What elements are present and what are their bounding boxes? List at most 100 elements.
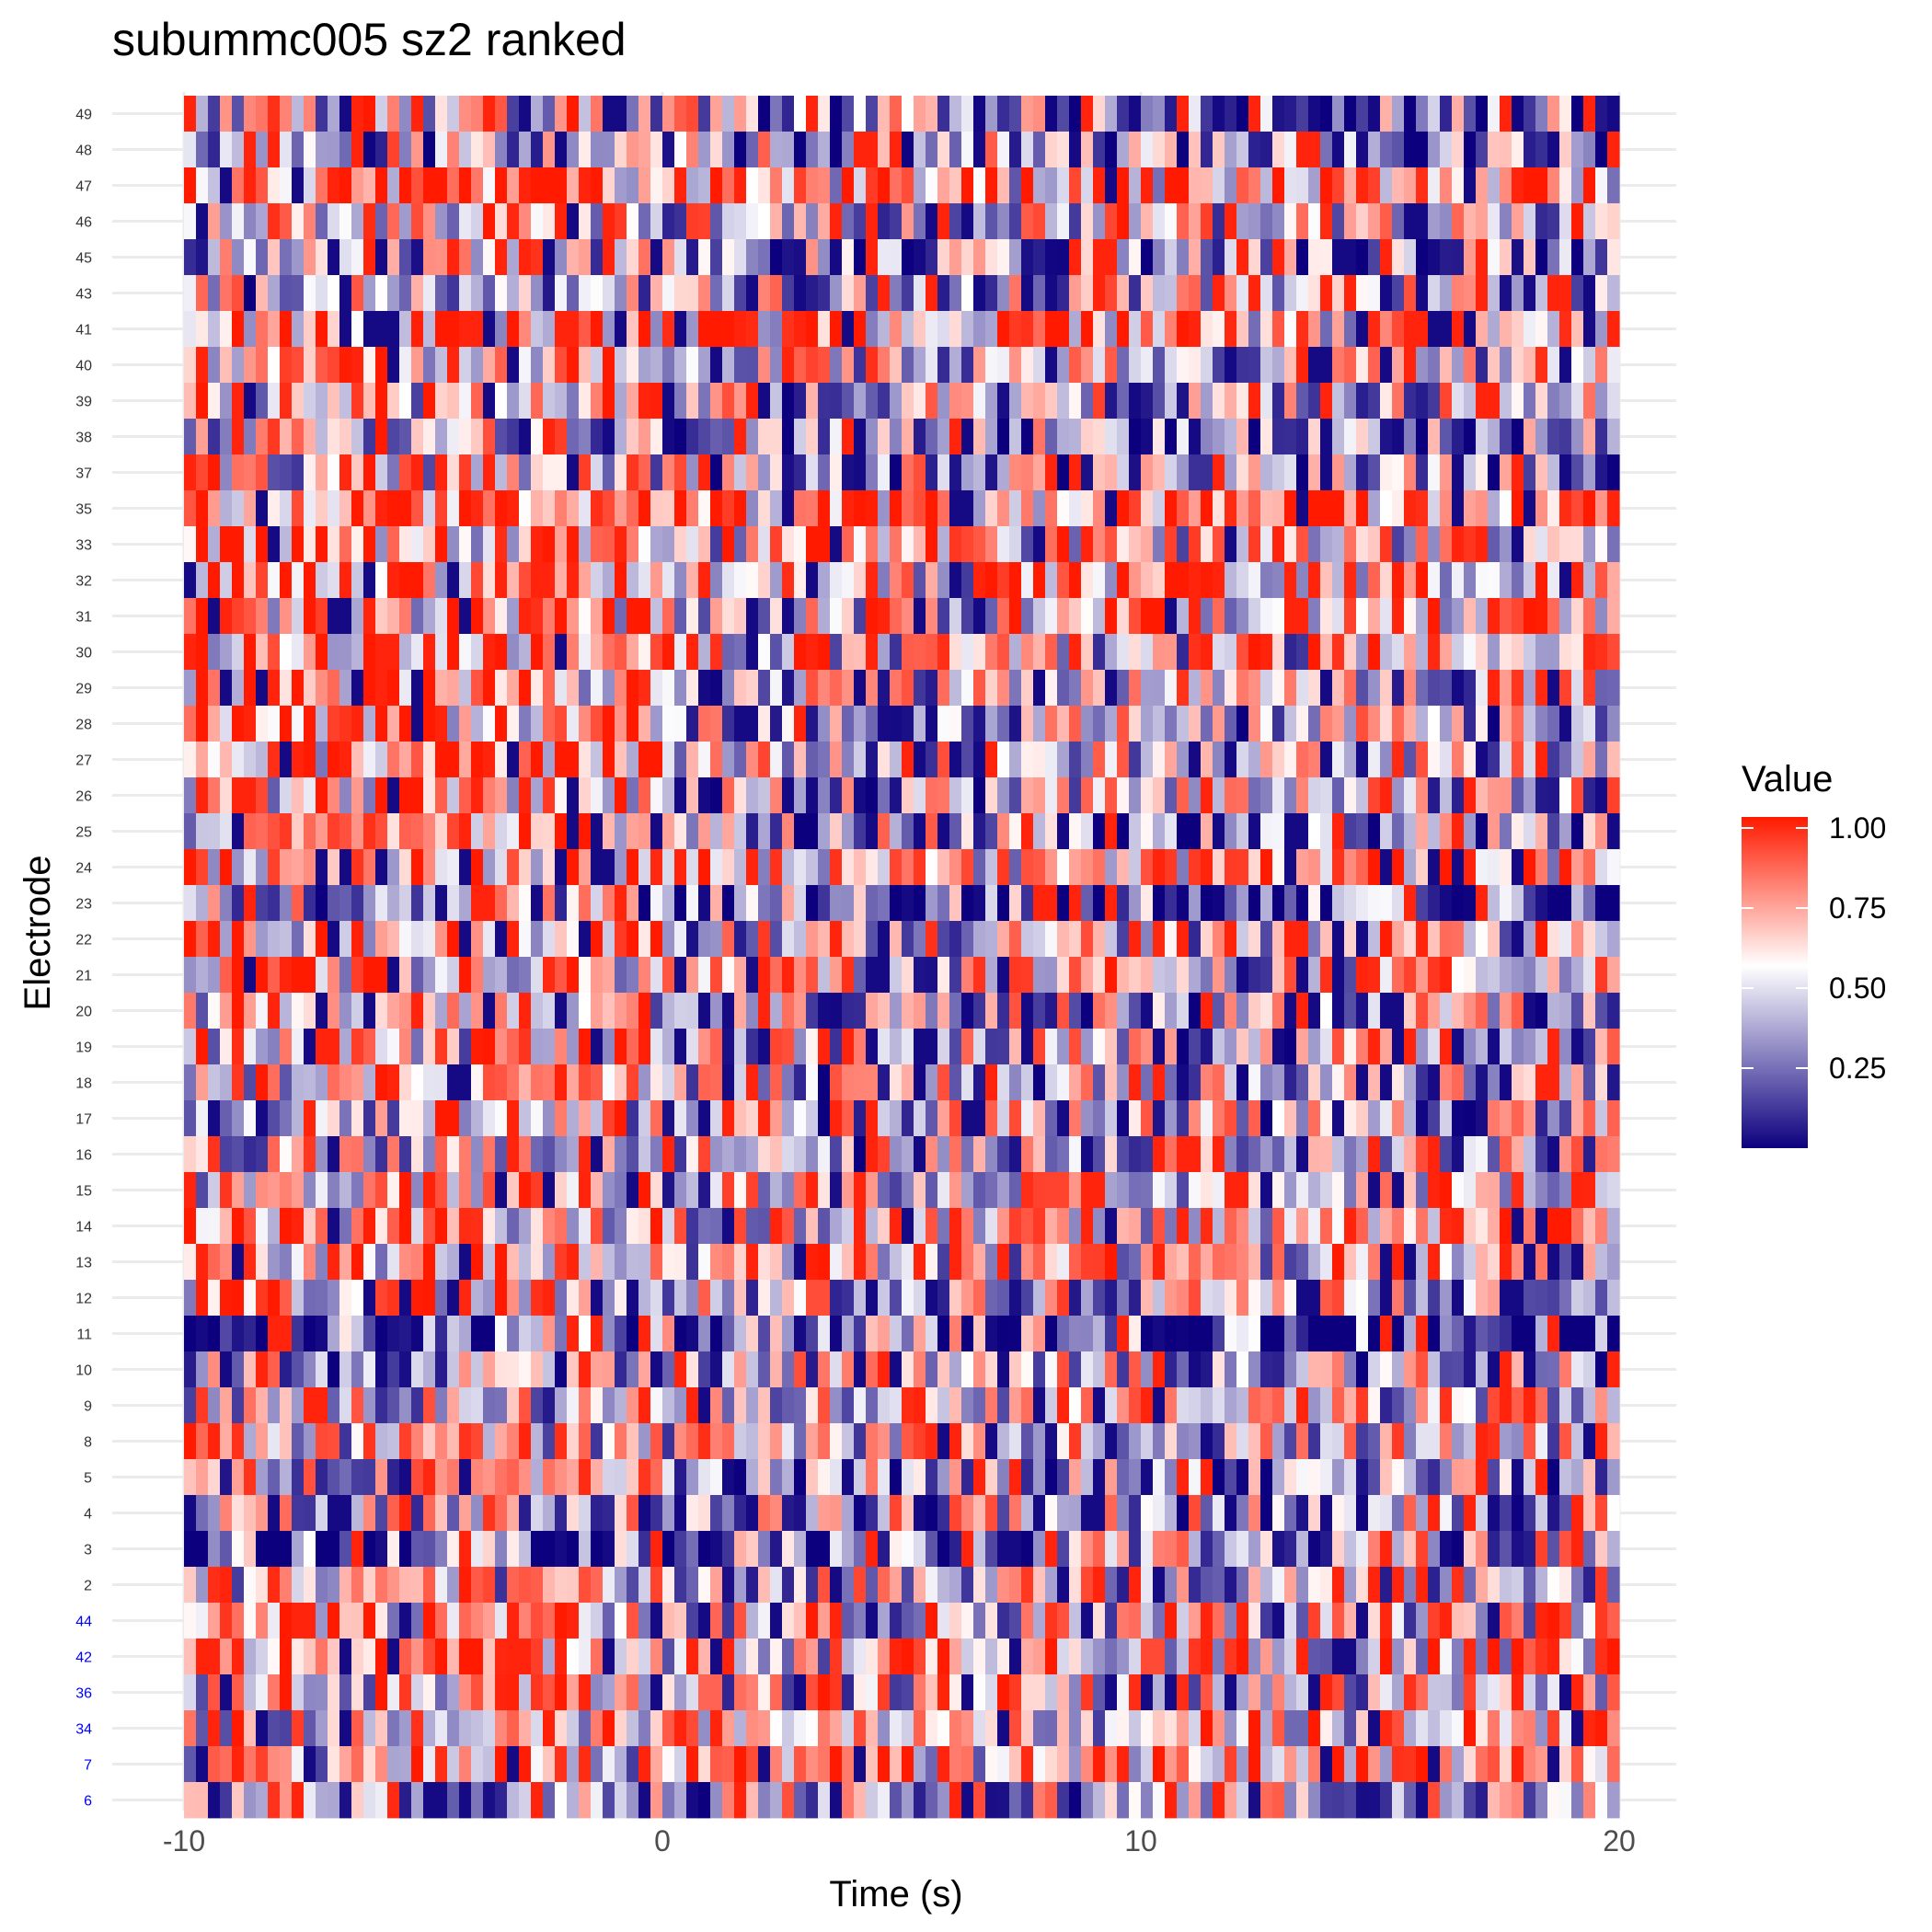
heatmap-cell [1607, 96, 1620, 132]
heatmap-cell [902, 239, 914, 276]
heatmap-cell [1057, 1280, 1070, 1317]
heatmap-cell [244, 993, 257, 1029]
heatmap-cell [375, 562, 388, 599]
heatmap-cell [1213, 239, 1225, 276]
heatmap-cell [926, 993, 938, 1029]
heatmap-cell [782, 885, 795, 922]
heatmap-cell [256, 419, 269, 455]
heatmap-cell [1320, 921, 1333, 958]
heatmap-cell [292, 203, 305, 240]
heatmap-cell [1165, 562, 1178, 599]
heatmap-cell [1464, 1387, 1477, 1424]
heatmap-cell [1033, 885, 1046, 922]
heatmap-cell [1547, 921, 1560, 958]
heatmap-cell [1225, 275, 1237, 312]
heatmap-cell [806, 742, 819, 778]
heatmap-cell [1547, 1423, 1560, 1460]
heatmap-cell [375, 1316, 388, 1352]
heatmap-cell [1547, 1244, 1560, 1281]
heatmap-cell [1296, 383, 1309, 420]
heatmap-cell [328, 634, 340, 671]
heatmap-cell [1428, 239, 1441, 276]
heatmap-cell [1201, 1316, 1213, 1352]
heatmap-cell [1081, 454, 1094, 491]
heatmap-cell [1021, 777, 1034, 814]
heatmap-cell [591, 96, 604, 132]
heatmap-cell [363, 1100, 376, 1137]
heatmap-cell [662, 777, 675, 814]
heatmap-cell [1105, 203, 1118, 240]
heatmap-cell [1117, 96, 1130, 132]
heatmap-cell [1464, 777, 1477, 814]
heatmap-cell [1356, 275, 1369, 312]
heatmap-cell [1236, 1064, 1249, 1101]
heatmap-cell [1392, 742, 1405, 778]
heatmap-cell [1069, 1459, 1082, 1496]
heatmap-cell [985, 1208, 998, 1245]
heatmap-cell [1547, 239, 1560, 276]
heatmap-cell [1105, 383, 1118, 420]
heatmap-cell [1308, 239, 1321, 276]
heatmap-cell [268, 1459, 281, 1496]
heatmap-cell [471, 1208, 484, 1245]
heatmap-cell [638, 1459, 651, 1496]
heatmap-cell [866, 167, 879, 204]
heatmap-cell [579, 1316, 592, 1352]
heatmap-cell [627, 777, 639, 814]
heatmap-cell [1272, 562, 1285, 599]
heatmap-cell [866, 239, 879, 276]
heatmap-cell [411, 1387, 424, 1424]
heatmap-cell [1440, 239, 1453, 276]
heatmap-cell [1189, 1351, 1202, 1388]
heatmap-cell [375, 1244, 388, 1281]
heatmap-cell [495, 742, 508, 778]
heatmap-cell [1009, 96, 1022, 132]
heatmap-cell [459, 1423, 472, 1460]
heatmap-cell [1284, 993, 1297, 1029]
heatmap-cell [937, 347, 950, 384]
heatmap-cell [543, 670, 556, 707]
heatmap-cell [387, 1208, 400, 1245]
heatmap-cell [232, 598, 245, 635]
heatmap-cell [1380, 311, 1393, 348]
heatmap-cell [363, 670, 376, 707]
heatmap-cell [985, 1029, 998, 1065]
heatmap-cell [1296, 1351, 1309, 1388]
heatmap-cell [519, 96, 532, 132]
heatmap-cell [914, 239, 926, 276]
heatmap-cell [1296, 275, 1309, 312]
heatmap-cell [232, 1172, 245, 1209]
heatmap-cell [495, 562, 508, 599]
heatmap-cell [495, 598, 508, 635]
heatmap-cell [292, 490, 305, 527]
heatmap-cell [926, 742, 938, 778]
heatmap-cell [961, 1029, 974, 1065]
heatmap-cell [435, 454, 448, 491]
heatmap-cell [483, 1208, 496, 1245]
heatmap-cell [746, 1495, 759, 1532]
heatmap-cell [1129, 1100, 1142, 1137]
heatmap-cell [435, 275, 448, 312]
heatmap-cell [1081, 1244, 1094, 1281]
heatmap-cell [268, 634, 281, 671]
heatmap-cell [1045, 921, 1058, 958]
heatmap-cell [830, 1208, 843, 1245]
heatmap-cell [256, 706, 269, 742]
heatmap-cell [519, 885, 532, 922]
heatmap-cell [375, 526, 388, 563]
heatmap-cell [208, 1100, 221, 1137]
heatmap-cell [351, 1136, 364, 1173]
heatmap-cell [710, 1280, 723, 1317]
heatmap-cell [650, 96, 663, 132]
heatmap-cell [483, 1495, 496, 1532]
heatmap-cell [1368, 1029, 1381, 1065]
heatmap-cell [232, 849, 245, 886]
heatmap-cell [423, 490, 436, 527]
heatmap-cell [567, 490, 580, 527]
heatmap-cell [686, 347, 699, 384]
heatmap-cell [220, 742, 233, 778]
heatmap-cell [1272, 132, 1285, 168]
heatmap-cell [399, 1280, 412, 1317]
heatmap-cell [1428, 1100, 1441, 1137]
heatmap-cell [1081, 526, 1094, 563]
